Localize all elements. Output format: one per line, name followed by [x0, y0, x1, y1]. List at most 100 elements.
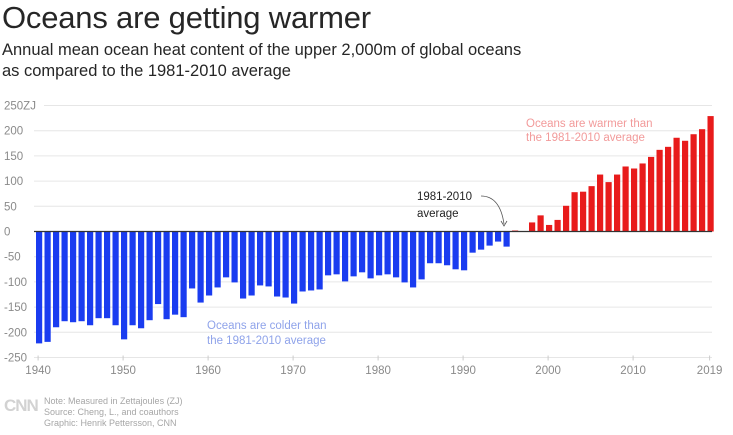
bar-1992 — [478, 231, 485, 250]
bar-2017 — [690, 134, 697, 232]
bar-1993 — [486, 231, 493, 246]
bar-2016 — [682, 140, 689, 232]
bar-1961 — [214, 231, 221, 288]
bar-1966 — [257, 231, 264, 286]
bar-2002 — [563, 205, 570, 232]
bar-1984 — [410, 231, 417, 288]
bar-1941 — [44, 231, 51, 342]
baseline-annotation: 1981-2010 average — [417, 191, 508, 227]
bar-1946 — [87, 231, 94, 326]
bar-1995 — [503, 231, 510, 247]
bar-1952 — [138, 231, 145, 329]
bar-1980 — [376, 231, 383, 276]
bar-1942 — [53, 231, 60, 328]
bar-1979 — [367, 231, 374, 279]
bar-1954 — [155, 231, 162, 305]
bar-1998 — [529, 222, 536, 232]
y-tick-label: -200 — [4, 327, 27, 339]
subtitle-line-2: as compared to the 1981-2010 average — [2, 62, 291, 80]
bar-1953 — [146, 231, 153, 321]
bar-1982 — [393, 231, 400, 278]
footer-note: Note: Measured in Zettajoules (ZJ) — [44, 396, 183, 406]
y-tick-label: -250 — [4, 353, 27, 365]
bar-2007 — [605, 182, 612, 232]
y-tick-label: 0 — [4, 227, 10, 239]
bar-1988 — [444, 231, 451, 266]
cnn-logo: CNN — [4, 396, 39, 415]
bar-2003 — [571, 192, 578, 232]
x-axis-ticks: 1940 1950 1960 1970 1980 1990 2000 2010 2019 — [25, 355, 722, 377]
bar-1959 — [197, 231, 204, 303]
y-axis-ticks: 250ZJ 200 150 100 50 0 -50 -100 -150 -200 -250 — [4, 101, 36, 365]
footer-notes: Note: Measured in Zettajoules (ZJ) Sourc… — [44, 396, 183, 429]
x-tick-label: 2010 — [620, 365, 646, 377]
y-tick-label: 200 — [4, 126, 23, 138]
bar-1960 — [206, 231, 213, 296]
bar-2010 — [631, 168, 638, 232]
bar-1986 — [427, 231, 434, 264]
x-tick-label: 1950 — [110, 365, 136, 377]
bar-1945 — [78, 231, 85, 322]
bar-1972 — [308, 231, 315, 291]
bar-2008 — [614, 174, 621, 232]
bar-1950 — [121, 231, 128, 340]
bar-1965 — [248, 231, 255, 296]
baseline-label-line-2: average — [417, 208, 459, 220]
bar-2015 — [673, 137, 680, 232]
y-tick-label: 250ZJ — [4, 101, 36, 113]
bar-2019 — [707, 116, 714, 232]
bar-2004 — [580, 191, 587, 232]
bar-1976 — [342, 231, 349, 282]
chart-subtitle: Annual mean ocean heat content of the up… — [2, 40, 702, 82]
bar-2009 — [622, 166, 629, 232]
bar-1990 — [461, 231, 468, 271]
bar-1973 — [316, 231, 323, 290]
colder-label-line-1: Oceans are colder than — [207, 320, 327, 332]
x-tick-label: 1980 — [365, 365, 391, 377]
bar-1974 — [325, 231, 332, 276]
bar-2013 — [656, 149, 663, 232]
bar-1957 — [180, 231, 187, 318]
y-tick-label: 50 — [4, 201, 17, 213]
bar-1977 — [350, 231, 357, 277]
y-tick-label: 150 — [4, 151, 23, 163]
warmer-label-line-2: the 1981-2010 average — [526, 132, 645, 144]
bar-1985 — [418, 231, 425, 280]
bar-1969 — [282, 231, 289, 298]
bar-2012 — [648, 156, 655, 232]
bar-1978 — [359, 231, 366, 273]
subtitle-line-1: Annual mean ocean heat content of the up… — [2, 41, 522, 59]
bar-1983 — [401, 231, 408, 283]
bar-1994 — [495, 231, 502, 242]
bar-1964 — [240, 231, 247, 299]
bar-1963 — [231, 231, 238, 283]
y-tick-label: -150 — [4, 302, 27, 314]
bar-1987 — [435, 231, 442, 264]
bar-1991 — [469, 231, 476, 253]
bar-1971 — [299, 231, 306, 292]
warmer-label-line-1: Oceans are warmer than — [526, 118, 653, 130]
bar-1943 — [61, 231, 68, 322]
x-tick-label: 1960 — [195, 365, 221, 377]
bar-1968 — [274, 231, 281, 297]
colder-label-line-2: the 1981-2010 average — [207, 335, 326, 347]
y-tick-label: -100 — [4, 277, 27, 289]
baseline-arrow-icon — [480, 195, 505, 225]
bar-1970 — [291, 231, 298, 304]
y-tick-label: -50 — [4, 252, 21, 264]
bar-1981 — [384, 231, 391, 275]
bar-1951 — [129, 231, 136, 326]
bar-2011 — [639, 163, 646, 232]
baseline-label-line-1: 1981-2010 — [417, 191, 472, 203]
x-tick-label: 1940 — [25, 365, 51, 377]
x-tick-label: 2000 — [535, 365, 561, 377]
bar-1949 — [112, 231, 119, 326]
bar-1989 — [452, 231, 459, 270]
footer-graphic-credit: Graphic: Henrik Pettersson, CNN — [44, 418, 177, 428]
bar-1948 — [104, 231, 111, 319]
bar-2005 — [588, 186, 595, 232]
bar-2000 — [546, 224, 553, 232]
colder-annotation: Oceans are colder than the 1981-2010 ave… — [207, 320, 327, 347]
footer-source: Source: Cheng, L., and coauthors — [44, 407, 179, 417]
